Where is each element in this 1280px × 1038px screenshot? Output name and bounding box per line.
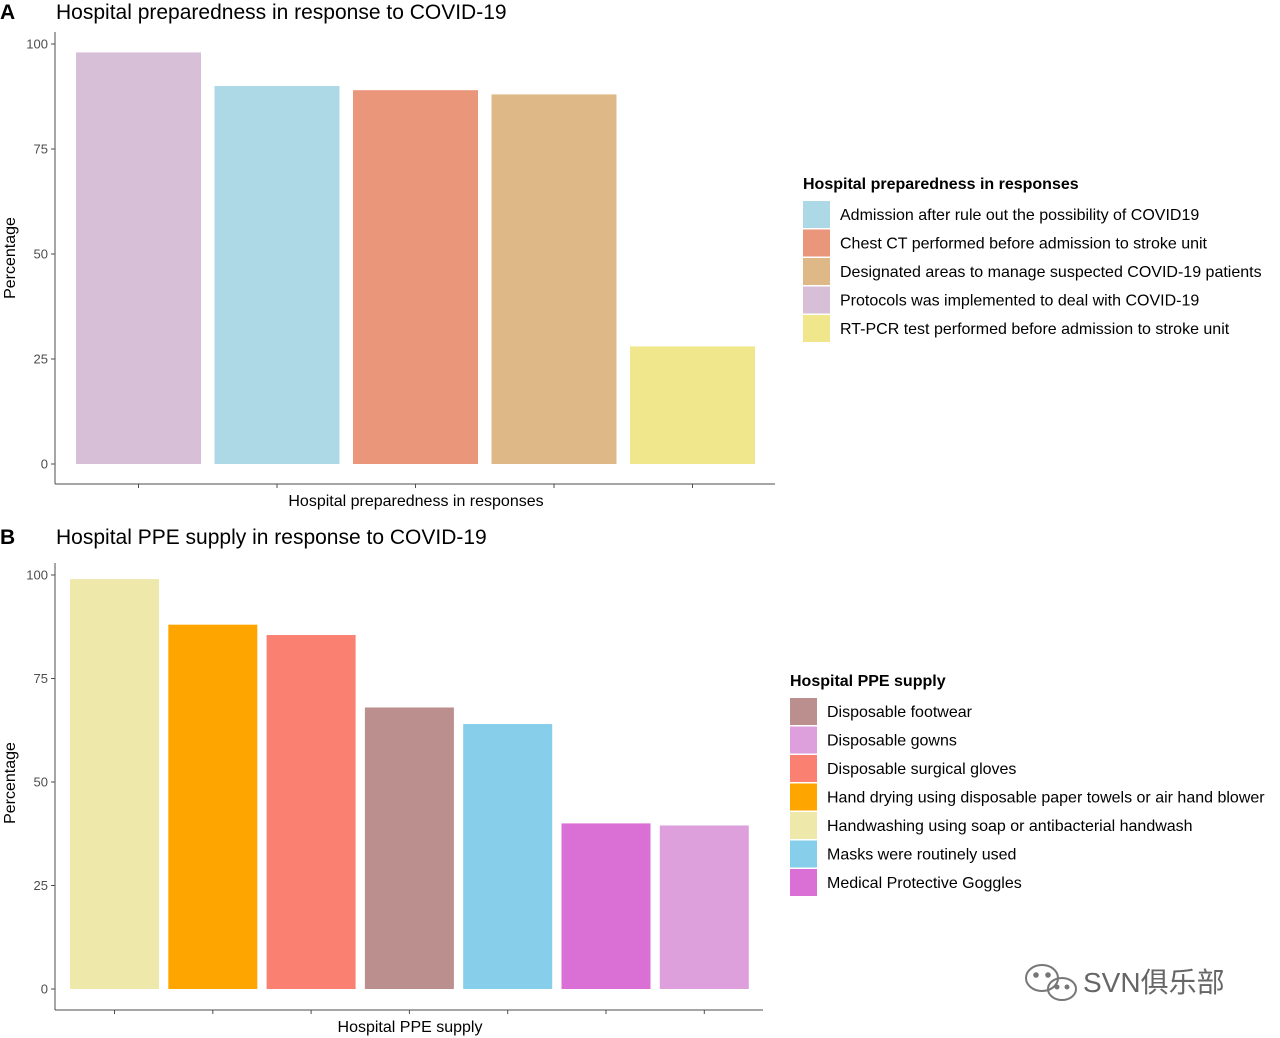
legend-title-a: Hospital preparedness in responses bbox=[803, 176, 1079, 193]
bar: Chest CT performed before admission to s… bbox=[353, 90, 478, 464]
legend-swatch bbox=[790, 698, 817, 725]
x-axis-title-b: Hospital PPE supply bbox=[338, 1019, 483, 1036]
legend-swatch bbox=[790, 783, 817, 811]
bar: Admission after rule out the possibility… bbox=[214, 86, 340, 464]
legend-swatch bbox=[790, 812, 817, 839]
bar: Medical Protective Goggles: 40 bbox=[561, 823, 651, 989]
legend-swatch bbox=[803, 258, 830, 285]
legend-label: Admission after rule out the possibility… bbox=[840, 207, 1199, 224]
bar: RT-PCR test performed before admission t… bbox=[630, 346, 755, 464]
y-tick-label: 100 bbox=[26, 37, 48, 52]
legend-swatch bbox=[803, 286, 830, 314]
legend-label: Disposable surgical gloves bbox=[827, 761, 1016, 778]
legend-b: Hospital PPE supply Disposable footwear D… bbox=[790, 673, 1265, 896]
legend-swatch bbox=[803, 229, 830, 257]
legend-label: Hand drying using disposable paper towel… bbox=[827, 790, 1265, 807]
bars-a: Protocols was implemented to deal with C… bbox=[76, 52, 755, 465]
legend-swatch bbox=[790, 726, 817, 754]
panel-a: A Hospital preparedness in response to C… bbox=[0, 1, 1262, 510]
x-axis-b bbox=[55, 1009, 763, 1014]
legend-label: Handwashing using soap or antibacterial … bbox=[827, 818, 1193, 835]
legend-swatch bbox=[790, 755, 817, 782]
bar: Designated areas to manage suspected COV… bbox=[491, 94, 617, 465]
y-tick-label: 50 bbox=[34, 775, 48, 790]
y-axis-b: 0 25 50 75 100 bbox=[26, 563, 56, 1010]
y-tick-label: 0 bbox=[41, 982, 48, 997]
y-tick-label: 75 bbox=[34, 142, 48, 157]
bar: Hand drying using disposable paper towel… bbox=[168, 624, 258, 989]
bar: Handwashing using soap or antibacterial … bbox=[70, 579, 159, 989]
panel-label-a: A bbox=[0, 1, 15, 24]
chart-title-b: Hospital PPE supply in response to COVID… bbox=[56, 526, 487, 549]
chart-title-a: Hospital preparedness in response to COV… bbox=[56, 1, 507, 24]
legend-label: Designated areas to manage suspected COV… bbox=[840, 264, 1262, 281]
legend-label: Disposable gowns bbox=[827, 733, 957, 750]
bar: Disposable footwear: 68 bbox=[364, 707, 454, 989]
legend-swatch bbox=[803, 315, 830, 342]
bar: Masks were routinely used: 64 bbox=[463, 724, 553, 989]
y-tick-label: 25 bbox=[34, 352, 48, 367]
y-axis-title-b: Percentage bbox=[2, 742, 19, 824]
watermark: SVN俱乐部 bbox=[1025, 964, 1225, 1001]
legend-title-b: Hospital PPE supply bbox=[790, 673, 946, 690]
bar: Protocols was implemented to deal with C… bbox=[76, 52, 201, 465]
legend-swatch bbox=[790, 840, 817, 868]
legend-label: Protocols was implemented to deal with C… bbox=[840, 293, 1199, 310]
legend-swatch bbox=[790, 869, 817, 896]
x-axis-title-a: Hospital preparedness in responses bbox=[288, 493, 543, 510]
legend-swatch bbox=[803, 201, 830, 228]
legend-label: Masks were routinely used bbox=[827, 847, 1016, 864]
y-axis-title-a: Percentage bbox=[2, 217, 19, 299]
legend-a: Hospital preparedness in responses Admis… bbox=[803, 176, 1262, 342]
legend-label: Disposable footwear bbox=[827, 704, 973, 721]
panel-label-b: B bbox=[0, 526, 15, 549]
bar: Disposable surgical gloves: 85.5 bbox=[266, 635, 356, 989]
y-tick-label: 0 bbox=[41, 457, 48, 472]
y-tick-label: 75 bbox=[34, 671, 48, 686]
wechat-icon bbox=[1025, 964, 1077, 1001]
bar: Disposable gowns: 39.5 bbox=[659, 825, 749, 989]
y-tick-label: 100 bbox=[26, 568, 48, 583]
legend-label: Chest CT performed before admission to s… bbox=[840, 236, 1208, 253]
y-tick-label: 50 bbox=[34, 247, 48, 262]
y-axis-a: 0 25 50 75 100 bbox=[26, 32, 56, 484]
y-tick-label: 25 bbox=[34, 878, 48, 893]
x-axis-a bbox=[55, 483, 775, 488]
panel-b: B Hospital PPE supply in response to COV… bbox=[0, 526, 1265, 1036]
watermark-text: SVN俱乐部 bbox=[1083, 967, 1225, 998]
legend-label: RT-PCR test performed before admission t… bbox=[840, 321, 1230, 338]
bars-b: Handwashing using soap or antibacterial … bbox=[70, 579, 749, 989]
legend-label: Medical Protective Goggles bbox=[827, 875, 1022, 892]
